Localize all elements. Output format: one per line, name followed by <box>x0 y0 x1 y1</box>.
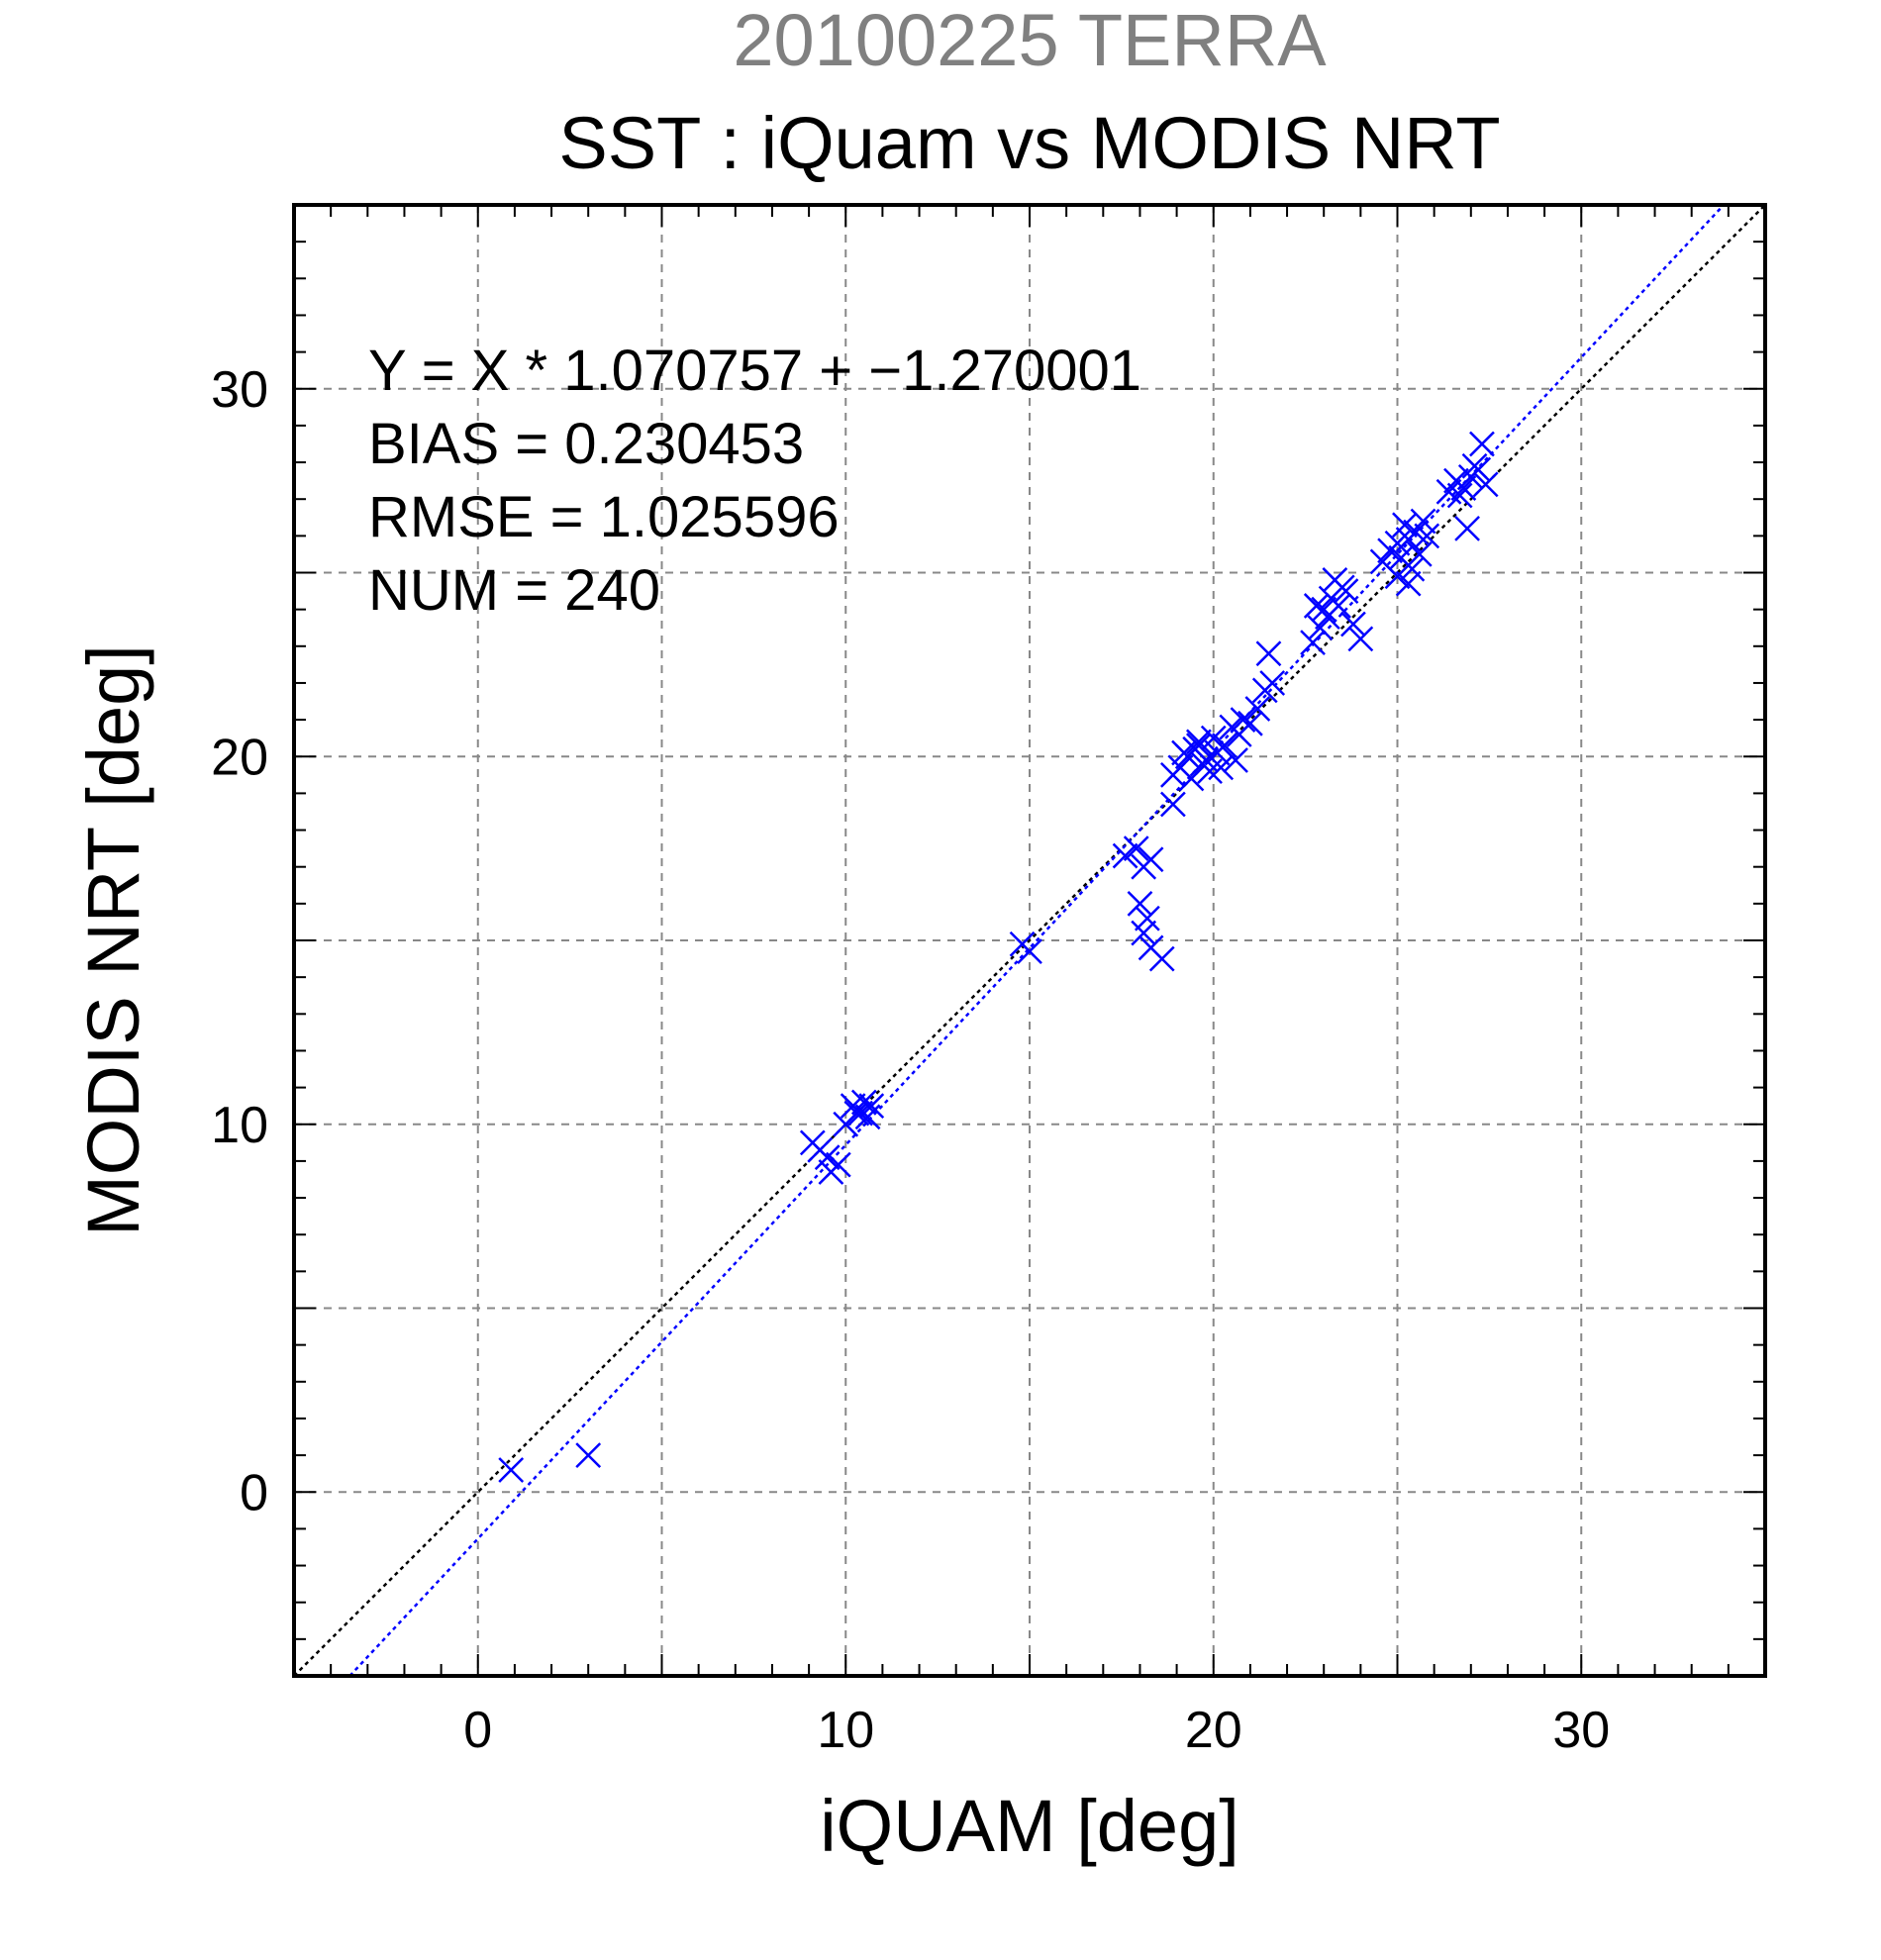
y-tick-label: 10 <box>211 1097 268 1154</box>
data-point <box>1329 574 1355 601</box>
y-tick-label: 30 <box>211 361 268 419</box>
data-points <box>498 431 1499 1483</box>
data-point <box>1406 541 1433 567</box>
identity-line <box>293 204 1766 1677</box>
data-point <box>1469 431 1495 457</box>
x-tick-label: 30 <box>1552 1702 1610 1759</box>
annotation-bias: BIAS = 0.230453 <box>368 412 804 476</box>
data-point <box>1303 593 1330 619</box>
data-point <box>1223 747 1248 773</box>
data-point <box>1384 563 1411 590</box>
data-point <box>1178 765 1205 792</box>
data-point <box>1392 512 1418 539</box>
data-point <box>1414 523 1440 549</box>
data-point <box>814 1144 841 1171</box>
chart-title: SST : iQuam vs MODIS NRT <box>558 102 1500 184</box>
data-point <box>1410 508 1436 535</box>
x-tick-label: 20 <box>1185 1702 1242 1759</box>
annotation-rmse: RMSE = 1.025596 <box>368 485 840 549</box>
data-point <box>1186 733 1212 758</box>
data-point <box>1112 842 1138 869</box>
plot-frame <box>292 203 1767 1678</box>
data-point <box>1259 670 1286 696</box>
data-point <box>1347 626 1374 652</box>
reference-lines <box>293 204 1766 1677</box>
data-point <box>858 1093 885 1120</box>
y-tick-label: 20 <box>211 729 268 786</box>
data-point <box>850 1089 877 1116</box>
data-point <box>1255 640 1282 667</box>
data-point <box>498 1457 525 1483</box>
data-point <box>1160 791 1186 818</box>
data-point <box>1171 739 1197 766</box>
annotation-num: NUM = 240 <box>368 558 660 623</box>
x-tick-label: 0 <box>463 1702 492 1759</box>
fit-line <box>348 204 1726 1677</box>
data-point <box>1138 846 1164 873</box>
annotation-fit-equation: Y = X * 1.070757 + −1.270001 <box>368 339 1141 403</box>
data-point <box>818 1159 844 1185</box>
data-point <box>843 1100 870 1127</box>
data-point <box>1399 555 1426 582</box>
data-point <box>1300 630 1326 655</box>
tick-labels: 0 0 10 10 20 20 30 30 <box>211 361 1610 1759</box>
data-point <box>1131 920 1157 946</box>
data-point <box>1446 482 1473 509</box>
data-point <box>1208 754 1235 781</box>
chart-suptitle: 20100225 TERRA <box>733 0 1327 81</box>
data-point <box>1134 905 1160 931</box>
data-point <box>1461 452 1488 479</box>
data-point <box>1395 570 1422 597</box>
data-point <box>1123 835 1149 862</box>
data-point <box>1311 596 1337 623</box>
data-point <box>575 1442 602 1468</box>
stats-annotation: Y = X * 1.070757 + −1.270001 BIAS = 0.23… <box>368 339 1141 623</box>
data-point <box>1148 945 1175 972</box>
data-point <box>1186 729 1212 755</box>
data-point <box>1200 725 1227 751</box>
y-axis-label: MODIS NRT [deg] <box>72 644 154 1236</box>
data-point <box>1230 707 1256 733</box>
data-point <box>1454 516 1480 541</box>
data-point <box>1127 890 1153 917</box>
x-tick-label: 10 <box>817 1702 874 1759</box>
data-point <box>1450 475 1477 501</box>
data-point <box>1017 938 1042 965</box>
data-point <box>1212 733 1238 758</box>
data-point <box>1238 710 1263 736</box>
data-point <box>1472 471 1499 498</box>
y-tick-label: 0 <box>240 1464 268 1521</box>
data-point <box>1244 696 1271 722</box>
x-axis-label: iQUAM [deg] <box>820 1785 1239 1867</box>
data-point <box>1340 611 1366 637</box>
